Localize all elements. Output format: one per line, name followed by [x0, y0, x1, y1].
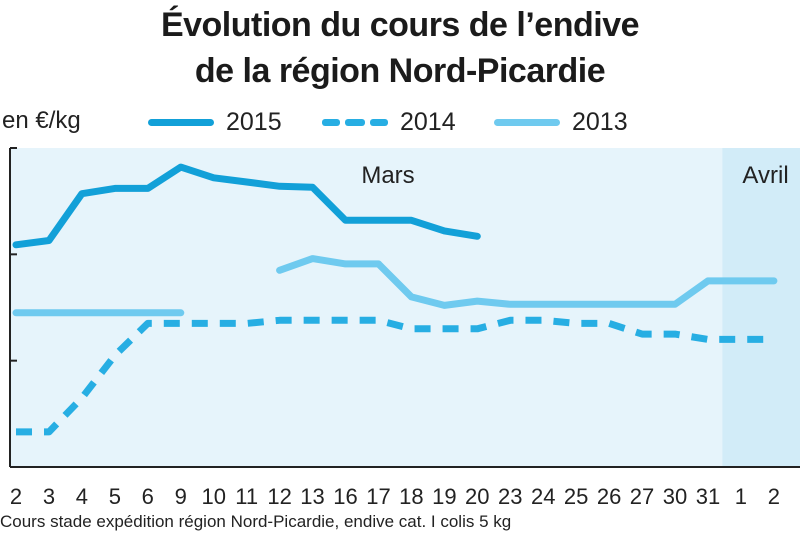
- legend-swatch-2015: [148, 119, 214, 126]
- x-tick-label: 17: [366, 484, 390, 509]
- chart-footnote: Cours stade expédition région Nord-Picar…: [0, 512, 512, 531]
- legend-swatch-2014: [322, 119, 388, 126]
- x-tick-label: 13: [300, 484, 324, 509]
- x-tick-label: 25: [564, 484, 588, 509]
- x-tick-label: 24: [531, 484, 555, 509]
- x-tick-label: 10: [201, 484, 225, 509]
- x-tick-label: 16: [333, 484, 357, 509]
- legend-label-2015: 2015: [226, 108, 282, 136]
- legend-swatch-2013: [494, 119, 560, 126]
- x-tick-label: 23: [498, 484, 522, 509]
- x-tick-label: 27: [630, 484, 654, 509]
- x-tick-label: 6: [142, 484, 154, 509]
- x-tick-label: 12: [267, 484, 291, 509]
- legend-label-2013: 2013: [572, 108, 628, 136]
- month-label-avril: Avril: [742, 162, 788, 189]
- x-tick-label: 3: [43, 484, 55, 509]
- x-tick-label: 20: [465, 484, 489, 509]
- x-tick-label: 18: [399, 484, 423, 509]
- legend-label-2014: 2014: [400, 108, 456, 136]
- april-band: [722, 148, 800, 467]
- x-tick-label: 19: [432, 484, 456, 509]
- x-tick-label: 1: [735, 484, 747, 509]
- x-tick-label: 26: [597, 484, 621, 509]
- month-label-mars: Mars: [361, 162, 414, 189]
- series-line-2013: [276, 255, 778, 309]
- x-tick-label: 2: [10, 484, 22, 509]
- y-axis-unit-label: en €/kg: [2, 107, 81, 134]
- x-tick-label: 31: [696, 484, 720, 509]
- x-tick-label: 11: [235, 484, 258, 509]
- chart-subtitle: de la région Nord-Picardie: [194, 52, 606, 90]
- series-line-2015: [12, 163, 481, 249]
- plot-area: [10, 148, 800, 467]
- chart-title: Évolution du cours de l’endive: [160, 6, 640, 44]
- x-tick-label: 5: [109, 484, 121, 509]
- x-tick-label: 30: [663, 484, 687, 509]
- series-line-2014: [16, 316, 774, 436]
- x-tick-label: 4: [76, 484, 88, 509]
- x-tick-label: 9: [175, 484, 187, 509]
- x-tick-label: 2: [768, 484, 780, 509]
